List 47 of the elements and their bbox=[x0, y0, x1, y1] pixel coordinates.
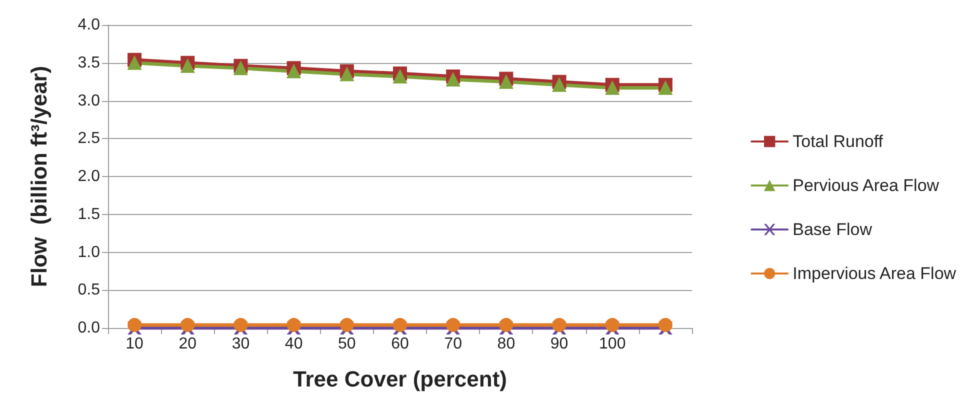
y-tick-label: 3.5 bbox=[78, 54, 100, 72]
y-tick-label: 2.5 bbox=[78, 130, 100, 148]
point bbox=[128, 318, 142, 332]
point bbox=[180, 58, 195, 73]
y-tick-label: 1.5 bbox=[78, 206, 100, 223]
point bbox=[340, 67, 354, 82]
point bbox=[180, 318, 195, 332]
x-tick-label: 70 bbox=[444, 336, 462, 352]
point bbox=[286, 318, 301, 332]
y-tick-label: 0.0 bbox=[78, 320, 100, 336]
point bbox=[658, 318, 672, 332]
point bbox=[234, 61, 248, 76]
x-tick-label: 20 bbox=[178, 336, 197, 352]
legend-label: Total Runoff bbox=[792, 132, 884, 151]
x-tick-label: 60 bbox=[391, 336, 409, 352]
point bbox=[499, 318, 514, 332]
y-tick-label: 2.0 bbox=[78, 168, 100, 185]
point bbox=[658, 80, 672, 95]
point bbox=[446, 72, 460, 87]
point bbox=[393, 70, 407, 84]
legend-label: Pervious Area Flow bbox=[792, 176, 940, 195]
x-tick-label: 40 bbox=[284, 336, 303, 352]
point bbox=[605, 318, 620, 332]
x-tick-label: 50 bbox=[338, 336, 356, 352]
point bbox=[499, 74, 514, 89]
point bbox=[393, 318, 407, 332]
y-tick-label: 3.0 bbox=[78, 92, 100, 110]
y-tick-label: 1.0 bbox=[78, 244, 100, 261]
x-axis-title: Tree Cover (percent) bbox=[293, 366, 507, 392]
x-tick-label: 30 bbox=[232, 336, 250, 352]
y-axis-title: Flow (billion ft³/year) bbox=[26, 66, 52, 288]
point bbox=[286, 64, 301, 78]
point bbox=[234, 318, 248, 332]
point bbox=[446, 318, 460, 332]
point bbox=[128, 56, 142, 70]
y-tick-label: 0.5 bbox=[78, 282, 100, 299]
point bbox=[605, 80, 620, 95]
x-tick-label: 80 bbox=[497, 336, 516, 352]
point bbox=[340, 318, 354, 332]
y-tick-label: 4.0 bbox=[78, 16, 100, 34]
point bbox=[552, 78, 566, 92]
x-tick-label: 90 bbox=[550, 336, 568, 352]
x-tick-label: 100 bbox=[599, 336, 626, 352]
legend-label: Impervious Area Flow bbox=[792, 264, 957, 283]
legend-label: Base Flow bbox=[792, 220, 873, 239]
x-tick-label: 10 bbox=[126, 336, 144, 352]
point bbox=[552, 318, 566, 332]
